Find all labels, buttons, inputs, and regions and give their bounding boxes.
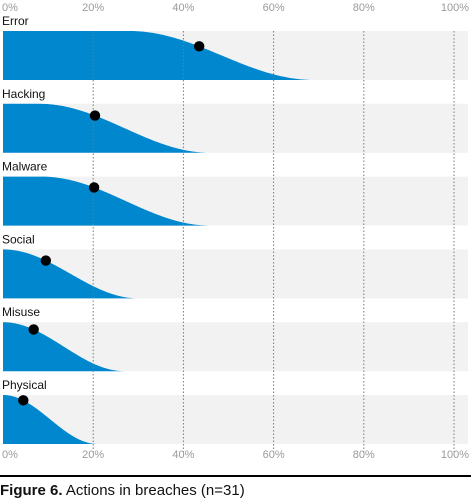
gridlines xyxy=(92,31,455,452)
area-social xyxy=(3,249,139,299)
top-tick-label: 0% xyxy=(2,2,18,14)
top-tick-label: 60% xyxy=(263,2,285,14)
bottom-axis-ticks: 0% 20% 40% 60% 80% 100% xyxy=(2,449,469,461)
caption-label: Figure 6. xyxy=(0,482,63,499)
point-estimates xyxy=(18,41,205,406)
point-malware xyxy=(88,182,100,193)
caption-text: Actions in breaches (n=31) xyxy=(62,482,245,499)
row-tracks xyxy=(3,31,468,444)
bottom-tick-label: 20% xyxy=(82,449,104,461)
bottom-tick-label: 60% xyxy=(263,449,285,461)
point-physical xyxy=(18,395,29,406)
category-label-social: Social xyxy=(2,232,35,246)
point-error xyxy=(193,41,205,52)
bottom-tick-label: 100% xyxy=(441,449,469,461)
area-error xyxy=(3,31,315,80)
category-labels: Error Hacking Malware Social Misuse Physical xyxy=(2,14,48,392)
category-label-physical: Physical xyxy=(2,378,47,392)
top-axis-ticks: 0% 20% 40% 60% 80% 100% xyxy=(2,2,469,14)
category-label-error: Error xyxy=(2,14,29,28)
point-hacking xyxy=(89,110,101,121)
bottom-tick-label: 0% xyxy=(2,449,18,461)
area-malware xyxy=(3,176,211,226)
top-tick-label: 100% xyxy=(441,2,469,14)
category-label-misuse: Misuse xyxy=(2,305,40,319)
top-tick-label: 40% xyxy=(172,2,194,14)
bottom-tick-label: 80% xyxy=(353,449,375,461)
figure-caption: Figure 6. Actions in breaches (n=31) xyxy=(0,482,245,499)
area-physical xyxy=(3,395,98,444)
distribution-areas xyxy=(3,31,315,444)
point-misuse xyxy=(28,324,39,335)
row-track xyxy=(3,395,468,444)
top-tick-label: 20% xyxy=(82,2,104,14)
area-hacking xyxy=(3,103,211,153)
bottom-tick-label: 40% xyxy=(172,449,194,461)
top-tick-label: 80% xyxy=(353,2,375,14)
category-label-hacking: Hacking xyxy=(2,87,45,101)
category-label-malware: Malware xyxy=(2,160,48,174)
point-social xyxy=(40,255,52,266)
